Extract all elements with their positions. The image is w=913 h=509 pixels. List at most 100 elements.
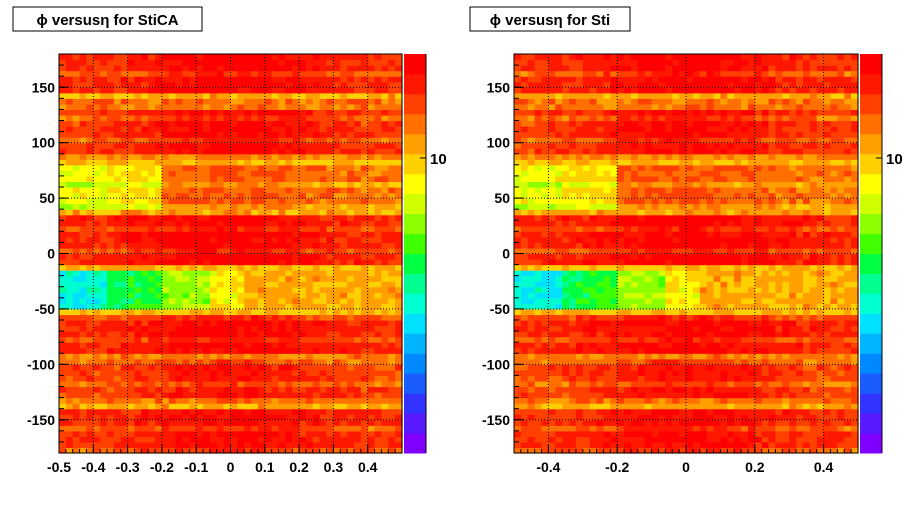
heatmap-cell bbox=[333, 436, 341, 443]
heatmap-cell bbox=[141, 137, 149, 144]
heatmap-cell bbox=[305, 131, 314, 138]
heatmap-cell bbox=[155, 170, 163, 177]
heatmap-cell bbox=[79, 131, 88, 138]
heatmap-cell bbox=[155, 369, 163, 377]
heatmap-cell bbox=[59, 430, 67, 437]
heatmap-cell bbox=[161, 270, 170, 277]
heatmap-cell bbox=[168, 308, 177, 316]
heatmap-cell bbox=[305, 198, 314, 205]
heatmap-cell bbox=[65, 153, 74, 160]
heatmap-cell bbox=[113, 270, 122, 277]
heatmap-cell bbox=[610, 303, 618, 310]
heatmap-cell bbox=[520, 54, 529, 61]
heatmap-cell bbox=[299, 336, 307, 343]
heatmap-cell bbox=[134, 164, 142, 171]
heatmap-cell bbox=[603, 231, 611, 238]
heatmap-cell bbox=[353, 164, 362, 171]
heatmap-cell bbox=[148, 375, 156, 382]
heatmap-cell bbox=[514, 175, 522, 183]
heatmap-cell bbox=[347, 54, 355, 61]
heatmap-cell bbox=[395, 414, 403, 421]
heatmap-cell bbox=[182, 109, 190, 116]
heatmap-cell bbox=[134, 297, 142, 304]
heatmap-cell bbox=[312, 103, 321, 111]
heatmap-cell bbox=[141, 70, 149, 77]
heatmap-cell bbox=[209, 441, 218, 449]
heatmap-cell bbox=[534, 270, 543, 277]
heatmap-cell bbox=[155, 70, 163, 77]
heatmap-cell bbox=[347, 214, 355, 221]
heatmap-cell bbox=[196, 336, 204, 343]
heatmap-cell bbox=[278, 425, 286, 432]
heatmap-cell bbox=[271, 214, 280, 221]
heatmap-cell bbox=[161, 203, 170, 210]
heatmap-cell bbox=[312, 441, 321, 449]
heatmap-cell bbox=[333, 392, 341, 399]
heatmap-cell bbox=[175, 441, 184, 449]
heatmap-cell bbox=[100, 109, 108, 116]
heatmap-cell bbox=[120, 103, 129, 111]
heatmap-cell bbox=[120, 87, 129, 94]
heatmap-cell bbox=[603, 275, 611, 282]
heatmap-cell bbox=[223, 369, 232, 377]
heatmap-cell bbox=[113, 220, 122, 227]
heatmap-cell bbox=[603, 148, 611, 155]
heatmap-cell bbox=[292, 364, 300, 371]
heatmap-cell bbox=[548, 331, 556, 338]
heatmap-cell bbox=[353, 419, 362, 426]
heatmap-cell bbox=[548, 447, 556, 454]
heatmap-cell bbox=[326, 414, 334, 421]
heatmap-cell bbox=[624, 270, 632, 277]
heatmap-cell bbox=[134, 320, 142, 327]
heatmap-cell bbox=[230, 170, 238, 177]
heatmap-cell bbox=[514, 253, 522, 260]
heatmap-cell bbox=[141, 253, 149, 260]
heatmap-cell bbox=[347, 109, 355, 116]
heatmap-cell bbox=[367, 358, 376, 365]
heatmap-cell bbox=[326, 297, 334, 304]
heatmap-cell bbox=[134, 170, 142, 177]
heatmap-cell bbox=[148, 181, 156, 188]
heatmap-cell bbox=[134, 342, 142, 349]
heatmap-cell bbox=[93, 114, 101, 122]
heatmap-cell bbox=[278, 231, 286, 238]
heatmap-cell bbox=[548, 314, 556, 321]
heatmap-cell bbox=[520, 103, 529, 111]
heatmap-cell bbox=[59, 170, 67, 177]
heatmap-cell bbox=[312, 358, 321, 365]
heatmap-cell bbox=[582, 320, 591, 327]
heatmap-cell bbox=[319, 192, 328, 199]
heatmap-cell bbox=[292, 214, 300, 221]
heatmap-cell bbox=[113, 242, 122, 249]
heatmap-cell bbox=[285, 342, 293, 349]
heatmap-cell bbox=[216, 292, 225, 299]
heatmap-cell bbox=[134, 76, 142, 83]
heatmap-cell bbox=[610, 369, 618, 377]
heatmap-cell bbox=[596, 392, 605, 399]
heatmap-cell bbox=[65, 347, 74, 354]
heatmap-cell bbox=[395, 436, 403, 443]
heatmap-cell bbox=[562, 447, 570, 454]
heatmap-cell bbox=[216, 392, 225, 399]
heatmap-cell bbox=[59, 375, 67, 382]
heatmap-cell bbox=[175, 342, 184, 349]
heatmap-cell bbox=[175, 408, 184, 415]
heatmap-cell bbox=[575, 281, 584, 288]
heatmap-cell bbox=[381, 253, 389, 260]
heatmap-cell bbox=[319, 425, 328, 432]
heatmap-cell bbox=[127, 447, 136, 454]
heatmap-cell bbox=[189, 120, 197, 127]
heatmap-cell bbox=[548, 286, 556, 293]
heatmap-cell bbox=[292, 292, 300, 299]
heatmap-cell bbox=[203, 170, 211, 177]
heatmap-cell bbox=[209, 65, 218, 72]
heatmap-cell bbox=[271, 114, 280, 122]
heatmap-cell bbox=[155, 220, 163, 227]
heatmap-cell bbox=[230, 347, 238, 354]
heatmap-cell bbox=[113, 375, 122, 382]
heatmap-cell bbox=[285, 430, 293, 437]
heatmap-cell bbox=[353, 65, 362, 72]
heatmap-cell bbox=[395, 247, 403, 255]
heatmap-cell bbox=[305, 231, 314, 238]
heatmap-cell bbox=[617, 198, 625, 205]
